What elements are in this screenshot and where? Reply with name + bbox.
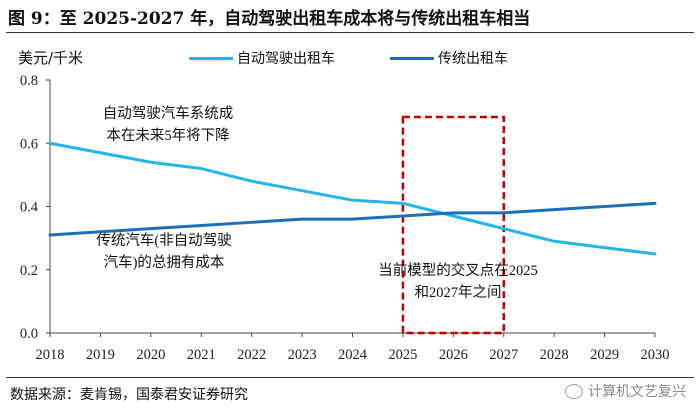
- legend-item-autonomous: 自动驾驶出租车: [189, 49, 335, 67]
- y-tick-label: 0.0: [20, 326, 38, 342]
- watermark: 计算机文艺复兴: [565, 381, 686, 401]
- x-tick-label: 2021: [187, 347, 216, 363]
- x-tick-label: 2018: [36, 347, 65, 363]
- x-tick-label: 2024: [338, 347, 368, 363]
- annotation-line: 传统汽车(非自动驾驶: [96, 233, 232, 249]
- x-tick-label: 2019: [86, 347, 115, 363]
- x-tick-label: 2022: [237, 347, 266, 363]
- legend-item-traditional: 传统出租车: [390, 49, 508, 67]
- x-tick-label: 2027: [489, 347, 518, 363]
- wechat-icon: [565, 383, 583, 399]
- legend-label-autonomous: 自动驾驶出租车: [237, 51, 335, 67]
- y-tick-label: 0.2: [20, 263, 38, 279]
- y-axis-unit-label: 美元/千米: [18, 49, 84, 67]
- annotation-crossover: 当前模型的交叉点在2025 和2027年之间: [348, 260, 568, 304]
- x-tick-label: 2029: [590, 347, 619, 363]
- annotation-line: 本在未来5年将下降: [106, 128, 230, 144]
- y-tick-label: 0.8: [20, 73, 38, 89]
- x-tick-label: 2028: [540, 347, 569, 363]
- chart-title: 图 9：至 2025-2027 年，自动驾驶出租车成本将与传统出租车相当: [8, 9, 531, 29]
- footer-divider: [6, 377, 694, 378]
- data-source: 数据来源：麦肯锡，国泰君安证券研究: [10, 387, 248, 403]
- y-tick-label: 0.6: [20, 136, 38, 152]
- y-tick-label: 0.4: [20, 200, 39, 216]
- annotation-line: 和2027年之间: [414, 285, 502, 301]
- annotation-traditional-tco: 传统汽车(非自动驾驶 汽车)的总拥有成本: [74, 230, 254, 274]
- legend-label-traditional: 传统出租车: [438, 51, 508, 67]
- x-tick-label: 2025: [388, 347, 417, 363]
- x-tick-label: 2020: [136, 347, 165, 363]
- annotation-autonomous-decline: 自动驾驶汽车系统成 本在未来5年将下降: [78, 103, 258, 147]
- x-tick-label: 2026: [439, 347, 468, 363]
- legend-swatch-traditional: [390, 56, 434, 60]
- annotation-line: 汽车)的总拥有成本: [103, 255, 225, 271]
- x-tick-label: 2030: [641, 347, 670, 363]
- x-tick-label: 2023: [288, 347, 317, 363]
- title-divider: [6, 32, 694, 33]
- legend-swatch-autonomous: [189, 56, 233, 60]
- annotation-line: 当前模型的交叉点在2025: [378, 263, 538, 279]
- watermark-text: 计算机文艺复兴: [588, 384, 686, 400]
- crossover-highlight-box: [401, 115, 505, 335]
- annotation-line: 自动驾驶汽车系统成: [102, 106, 234, 122]
